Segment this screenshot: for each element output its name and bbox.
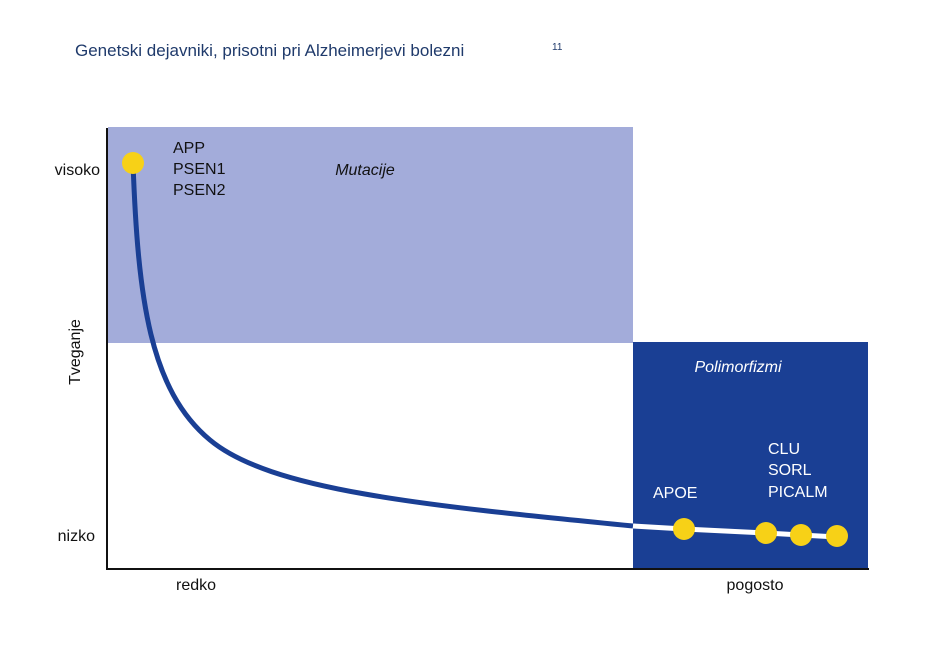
mutations-region (108, 127, 633, 343)
title: Genetski dejavniki, prisotni pri Alzheim… (75, 41, 464, 60)
dot (790, 524, 812, 546)
dot (673, 518, 695, 540)
x-low-label: redko (176, 577, 216, 594)
mutations-label: Mutacije (335, 162, 395, 179)
y-axis-label: Tveganje (67, 319, 84, 385)
gene: APOE (653, 485, 697, 502)
x-high-label: pogosto (727, 577, 784, 594)
y-high-label: visoko (55, 162, 100, 179)
dot (122, 152, 144, 174)
gene: PICALM (768, 484, 828, 501)
dot (826, 525, 848, 547)
polymorphisms-label: Polimorfizmi (694, 359, 782, 376)
gene: SORL (768, 462, 812, 479)
gene-dots (122, 152, 848, 547)
dot (755, 522, 777, 544)
gene: APP (173, 140, 205, 157)
y-low-label: nizko (58, 528, 95, 545)
gene: PSEN1 (173, 161, 226, 178)
risk-curve (130, 162, 634, 529)
gene: CLU (768, 441, 800, 458)
title-reference: 11 (552, 42, 563, 53)
gene: PSEN2 (173, 182, 226, 199)
